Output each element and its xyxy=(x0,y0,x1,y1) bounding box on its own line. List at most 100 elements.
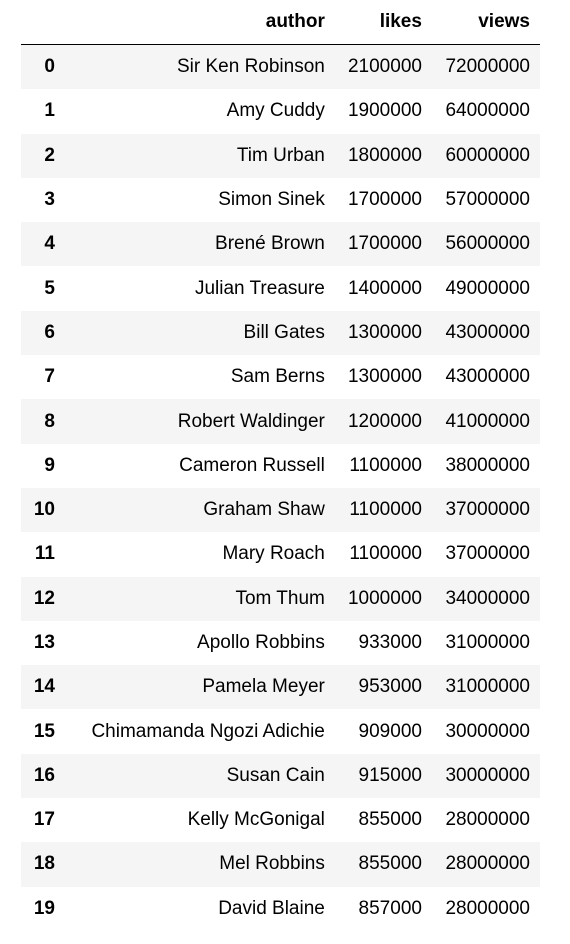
cell-likes: 1700000 xyxy=(347,189,422,211)
cell-views: 43000000 xyxy=(445,366,530,388)
table-row: 3 Simon Sinek 1700000 57000000 xyxy=(21,177,540,223)
cell-views: 28000000 xyxy=(445,853,530,875)
dataframe-table: author likes views 0 Sir Ken Robinson 2100… xyxy=(21,0,540,931)
cell-likes: 857000 xyxy=(358,897,422,919)
cell-likes: 953000 xyxy=(358,676,422,698)
table-row: 2 Tim Urban 1800000 60000000 xyxy=(21,133,540,178)
cell-author: Julian Treasure xyxy=(194,277,325,299)
column-header-likes: likes xyxy=(334,0,432,45)
cell-likes: 1900000 xyxy=(347,100,422,122)
cell-author: Bill Gates xyxy=(243,321,325,343)
cell-author: Tom Thum xyxy=(235,587,325,609)
cell-likes: 1000000 xyxy=(347,587,422,609)
row-index: 2 xyxy=(44,144,55,166)
row-index: 5 xyxy=(44,277,55,299)
table-row: 9 Cameron Russell 1100000 38000000 xyxy=(21,443,540,488)
index-header xyxy=(21,0,73,45)
table-row: 15 Chimamanda Ngozi Adichie 909000 30000000 xyxy=(21,709,540,754)
row-index: 13 xyxy=(33,632,55,653)
cell-likes: 1400000 xyxy=(347,277,422,299)
row-index: 9 xyxy=(44,454,55,476)
cell-views: 30000000 xyxy=(445,720,530,742)
table-body: 0 Sir Ken Robinson 2100000 72000000 1 Amy Cud… xyxy=(21,44,540,931)
table-row: 4 Brené Brown 1700000 56000000 xyxy=(21,222,540,267)
cell-views: 64000000 xyxy=(445,100,530,122)
table-row: 5 Julian Treasure 1400000 49000000 xyxy=(21,266,540,311)
row-index: 15 xyxy=(33,720,55,742)
cell-author: Chimamanda Ngozi Adichie xyxy=(91,720,325,742)
row-index: 10 xyxy=(33,499,55,521)
row-index: 6 xyxy=(44,321,55,343)
cell-views: 38000000 xyxy=(445,454,530,476)
cell-author: Pamela Meyer xyxy=(202,676,325,698)
row-index: 14 xyxy=(33,676,55,698)
cell-views: 34000000 xyxy=(445,587,530,609)
cell-likes: 1200000 xyxy=(347,410,422,432)
cell-author: Mary Roach xyxy=(222,543,325,565)
cell-author: Cameron Russell xyxy=(179,454,325,476)
cell-likes: 1800000 xyxy=(347,144,422,166)
cell-likes: 1300000 xyxy=(347,366,422,388)
cell-author: David Blaine xyxy=(218,897,325,919)
cell-views: 31000000 xyxy=(445,676,530,698)
column-header-views: views xyxy=(431,0,540,45)
cell-author: Simon Sinek xyxy=(218,189,325,211)
cell-author: Sir Ken Robinson xyxy=(176,56,325,78)
cell-views: 43000000 xyxy=(445,321,530,343)
cell-author: Sam Berns xyxy=(230,366,325,388)
table-row: 6 Bill Gates 1300000 43000000 xyxy=(21,310,540,356)
row-index: 18 xyxy=(33,853,55,875)
row-index: 17 xyxy=(33,809,55,831)
table-row: 14 Pamela Meyer 953000 31000000 xyxy=(21,665,540,710)
table-row: 13 Apollo Robbins 933000 31000000 xyxy=(21,620,540,666)
cell-likes: 933000 xyxy=(358,632,422,653)
cell-views: 28000000 xyxy=(445,809,530,831)
cell-likes: 909000 xyxy=(358,720,422,742)
cell-likes: 2100000 xyxy=(347,56,422,78)
table-row: 10 Graham Shaw 1100000 37000000 xyxy=(21,487,540,533)
table-row: 16 Susan Cain 915000 30000000 xyxy=(21,753,540,799)
cell-views: 31000000 xyxy=(445,632,530,653)
table-row: 8 Robert Waldinger 1200000 41000000 xyxy=(21,399,540,444)
cell-author: Mel Robbins xyxy=(219,853,325,875)
row-index: 8 xyxy=(44,410,55,432)
row-index: 7 xyxy=(44,366,55,388)
table-row: 11 Mary Roach 1100000 37000000 xyxy=(21,532,540,577)
row-index: 4 xyxy=(44,233,55,255)
cell-views: 37000000 xyxy=(445,499,530,521)
cell-likes: 855000 xyxy=(358,853,422,875)
row-index: 0 xyxy=(44,56,55,78)
cell-views: 60000000 xyxy=(445,144,530,166)
cell-likes: 1100000 xyxy=(349,543,422,565)
table-row: 19 David Blaine 857000 28000000 xyxy=(21,886,540,931)
cell-likes: 1700000 xyxy=(347,233,422,255)
cell-views: 41000000 xyxy=(445,410,530,432)
cell-author: Amy Cuddy xyxy=(226,100,325,122)
cell-views: 72000000 xyxy=(445,56,530,78)
cell-views: 49000000 xyxy=(445,277,530,299)
cell-views: 30000000 xyxy=(445,764,530,786)
cell-likes: 915000 xyxy=(358,764,422,786)
cell-views: 56000000 xyxy=(445,233,530,255)
column-header-author: author xyxy=(73,0,335,45)
row-index: 1 xyxy=(44,100,55,122)
cell-views: 28000000 xyxy=(445,897,530,919)
table-row: 12 Tom Thum 1000000 34000000 xyxy=(21,576,540,621)
table-header: author likes views xyxy=(21,0,540,45)
table-row: 1 Amy Cuddy 1900000 64000000 xyxy=(21,89,540,134)
table-row: 7 Sam Berns 1300000 43000000 xyxy=(21,355,540,400)
row-index: 16 xyxy=(33,764,55,786)
cell-likes: 1300000 xyxy=(347,321,422,343)
table-row: 18 Mel Robbins 855000 28000000 xyxy=(21,842,540,887)
cell-author: Kelly McGonigal xyxy=(187,809,325,831)
row-index: 19 xyxy=(33,897,55,919)
cell-author: Susan Cain xyxy=(226,764,325,786)
cell-author: Apollo Robbins xyxy=(197,632,325,653)
cell-likes: 855000 xyxy=(358,809,422,831)
cell-author: Tim Urban xyxy=(236,144,325,166)
table-row: 17 Kelly McGonigal 855000 28000000 xyxy=(21,798,540,843)
cell-views: 37000000 xyxy=(445,543,530,565)
row-index: 12 xyxy=(33,587,55,609)
cell-author: Brené Brown xyxy=(215,233,325,255)
